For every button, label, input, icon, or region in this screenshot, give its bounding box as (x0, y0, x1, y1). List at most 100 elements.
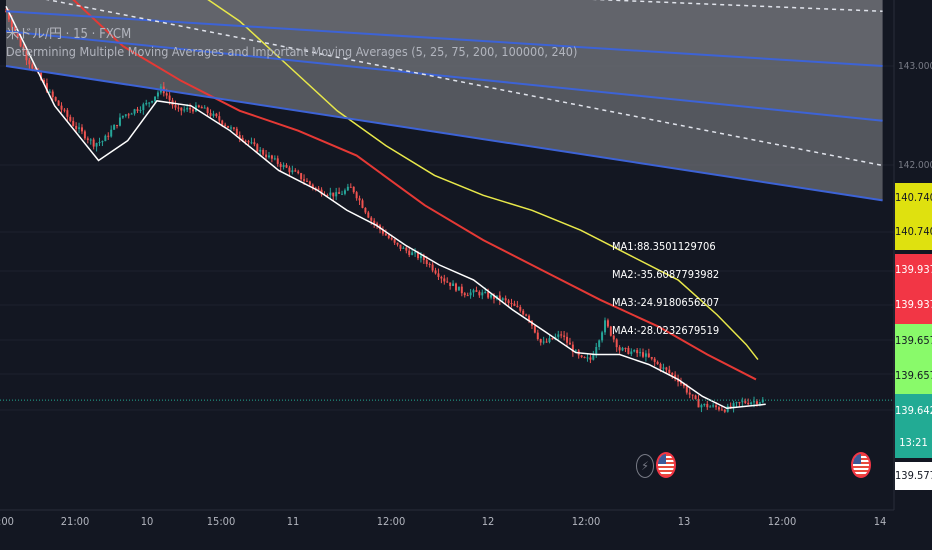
candle-body (192, 109, 195, 112)
candle-body (13, 27, 16, 32)
candle-body (443, 278, 446, 282)
time-label: 12:00 (767, 515, 797, 528)
channel-fills (6, 0, 883, 201)
candle-body (434, 270, 437, 274)
candle-body (735, 402, 738, 404)
candle-body (92, 139, 95, 147)
candle-body (437, 273, 440, 277)
symbol-legend[interactable]: 米ドル/円 · 15 · FXCM (6, 27, 132, 42)
ma3-line (207, 0, 759, 360)
candle-body (238, 135, 241, 138)
candle-body (720, 409, 723, 411)
candle-body (75, 125, 78, 129)
candle-body (45, 83, 48, 92)
ma-mid-price-tag: 139.937 (895, 286, 932, 324)
candle-body (650, 357, 653, 359)
candle-body (270, 155, 273, 159)
candle-body (95, 143, 98, 147)
candle-body (206, 107, 209, 113)
lightning-icon[interactable]: ⚡ (636, 454, 654, 478)
candle-body (332, 192, 335, 197)
candle-body (31, 64, 34, 69)
candle-body (291, 170, 294, 173)
candle-body (16, 31, 19, 38)
ma1-line (5, 5, 766, 410)
candle-body (700, 405, 703, 408)
candle-body (685, 386, 688, 393)
candle-body (63, 109, 66, 111)
candle-body (595, 346, 598, 355)
candle-body (682, 383, 685, 387)
channel-band-upper (6, 11, 883, 121)
candle-body (601, 332, 604, 341)
candle-body (454, 283, 457, 291)
candle-body (314, 187, 317, 189)
us-flag-icon[interactable] (656, 452, 676, 478)
candle-body (142, 104, 145, 111)
indicator-legend[interactable]: Determining Multiple Moving Averages and… (6, 44, 578, 59)
candle-body (732, 403, 735, 408)
candle-body (48, 91, 51, 93)
dashed-line-1 (45, 0, 883, 167)
candle-body (618, 347, 621, 351)
candle-body (729, 406, 732, 408)
candle-body (533, 325, 536, 333)
candle-body (215, 113, 218, 117)
candle-body (186, 107, 189, 110)
ma-slow-price-tag: 140.740 (895, 213, 932, 250)
ma2-line (72, 0, 757, 381)
candle-body (218, 116, 221, 121)
candle-body (411, 252, 414, 255)
candle-body (507, 300, 510, 304)
candle-body (510, 303, 513, 305)
candle-body (671, 372, 674, 375)
candle-body (487, 292, 490, 298)
candle-body (130, 113, 133, 115)
candle-body (203, 107, 206, 109)
candle-body (86, 138, 89, 140)
ma-fast-price-tag: 139.657 (895, 324, 932, 357)
candle-body (621, 347, 624, 351)
candle-body (504, 298, 507, 301)
us-flag-icon[interactable] (851, 452, 871, 478)
candle-body (346, 186, 349, 191)
candle-body (425, 260, 428, 264)
candle-body (343, 190, 346, 194)
candle-body (22, 46, 25, 52)
candle-body (612, 335, 615, 340)
candle-body (317, 188, 320, 190)
ma4-readout: MA4:-28.0232679519 (612, 324, 720, 337)
candle-body (308, 181, 311, 185)
candle-body (381, 229, 384, 234)
candle-body (200, 106, 203, 109)
candle-body (723, 409, 726, 412)
candle-body (630, 351, 633, 354)
candle-body (399, 244, 402, 249)
candle-body (478, 291, 481, 296)
candle-body (633, 350, 636, 352)
candle-body (104, 135, 107, 142)
candle-body (656, 361, 659, 365)
candle-body (51, 91, 54, 98)
candle-body (180, 107, 183, 111)
last-price-tag: 139.642 (895, 394, 932, 428)
candle-body (513, 303, 516, 306)
candle-body (110, 129, 113, 137)
candle-body (709, 406, 712, 408)
candle-body (387, 235, 390, 239)
ma3-readout: MA3:-24.9180656207 (612, 296, 720, 309)
candle-body (639, 352, 642, 354)
candle-body (19, 37, 22, 47)
time-label: 10 (140, 515, 154, 528)
candle-body (647, 353, 650, 358)
candle-body (355, 192, 358, 199)
candle-body (396, 242, 399, 245)
candle-body (568, 342, 571, 345)
candle-body (604, 320, 607, 333)
candle-body (72, 120, 75, 126)
candle-body (545, 341, 548, 343)
candle-body (679, 381, 682, 384)
candle-body (753, 401, 756, 403)
candle-body (148, 102, 151, 104)
